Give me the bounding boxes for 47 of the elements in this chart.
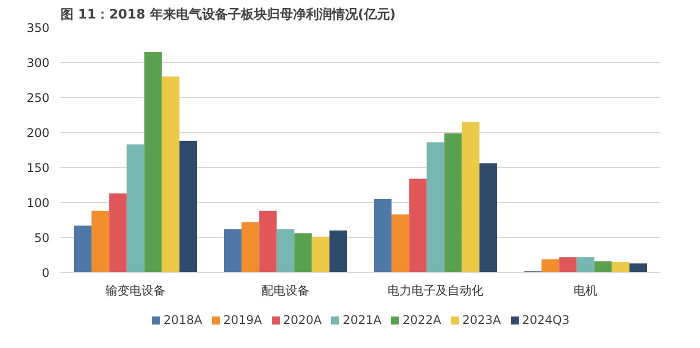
bar [276,229,294,272]
bar [479,163,497,272]
y-tick-label: 0 [42,266,50,280]
bar [392,214,410,272]
bar [162,76,180,272]
bar [559,257,577,272]
bar [329,230,347,272]
legend-label: 2018A [163,313,202,327]
bar [144,52,162,272]
bar [629,263,647,272]
bar [294,233,312,272]
bar [542,259,560,272]
bar [109,193,127,272]
y-tick-label: 50 [34,231,50,245]
bar [74,226,92,272]
x-tick-label: 电机 [574,284,598,298]
x-tick-label: 电力电子及自动化 [388,284,484,298]
y-tick-label: 200 [26,126,50,140]
y-tick-label: 350 [26,21,50,35]
bar [444,133,462,272]
chart-title: 图 11：2018 年来电气设备子板块归母净利润情况(亿元) [60,6,396,22]
legend-label: 2019A [223,313,262,327]
bar [426,142,444,272]
bar [594,261,612,272]
bar [462,122,480,272]
bar [179,140,197,272]
x-tick-label: 配电设备 [262,284,310,298]
legend-label: 2020A [282,313,322,327]
y-tick-label: 150 [26,161,50,175]
x-tick-label: 输变电设备 [106,284,166,298]
legend-label: 2022A [402,313,442,327]
y-tick-label: 250 [26,91,50,105]
legend-label: 2021A [342,313,382,327]
bar [576,257,594,272]
bar [92,210,110,272]
bar [409,178,427,272]
bar [126,144,144,272]
legend-label: 2023A [462,313,501,327]
bar [259,210,277,272]
bar [612,262,630,272]
legend-label: 2024Q3 [522,313,570,327]
bar [242,222,260,272]
bar [312,236,330,272]
y-tick-label: 300 [26,56,50,70]
bar [224,229,242,272]
bar [374,199,392,272]
y-tick-label: 100 [26,196,50,210]
